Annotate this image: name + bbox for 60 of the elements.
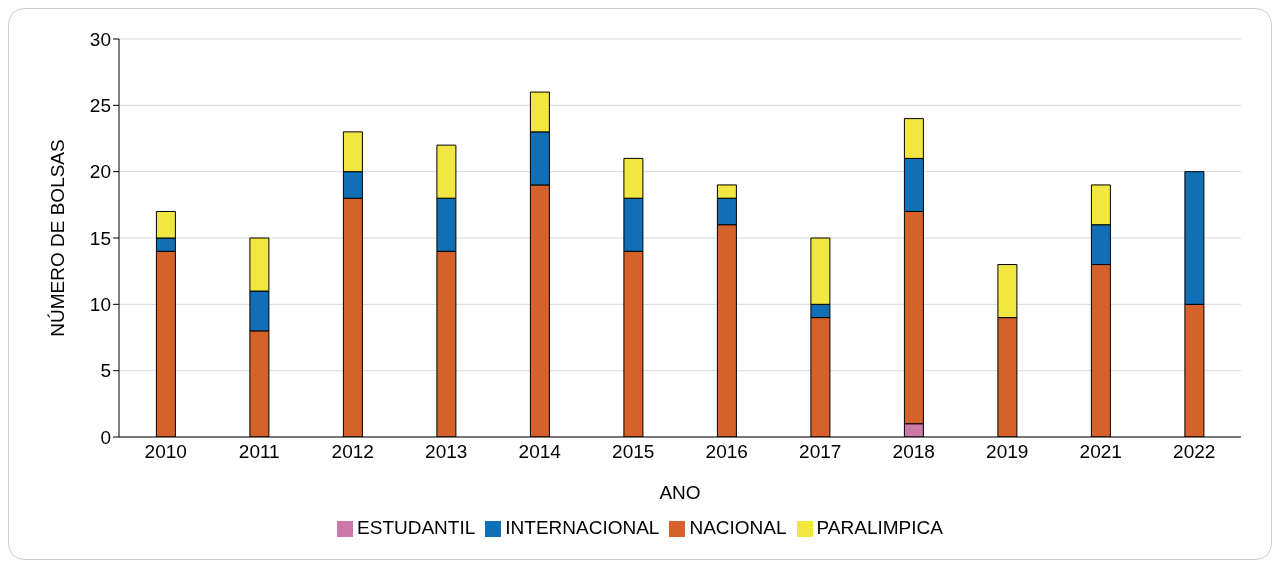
x-tick-label: 2021 <box>1079 441 1122 463</box>
bar <box>155 250 176 437</box>
bar <box>1184 171 1205 305</box>
bar <box>810 317 831 437</box>
y-tick-label: 25 <box>89 95 111 117</box>
bar <box>249 330 270 437</box>
bar <box>342 171 363 199</box>
bar <box>1090 264 1111 437</box>
x-axis-title: ANO <box>659 482 701 503</box>
x-tick-label: 2013 <box>425 441 468 463</box>
bar <box>342 197 363 437</box>
bar <box>903 210 924 425</box>
bar <box>529 131 550 186</box>
x-tick-label: 2016 <box>705 441 748 463</box>
bar <box>155 237 176 252</box>
bar <box>623 157 644 199</box>
bar <box>342 131 363 173</box>
y-tick-label: 15 <box>89 227 111 249</box>
x-tick-label: 2019 <box>986 441 1029 463</box>
bar <box>436 250 457 437</box>
bar <box>903 118 924 159</box>
bar <box>1090 184 1111 226</box>
bar <box>249 237 270 292</box>
x-tick-label: 2022 <box>1173 441 1216 463</box>
x-tick-label: 2011 <box>238 441 280 463</box>
x-tick-label: 2012 <box>331 441 374 463</box>
bar <box>997 264 1018 319</box>
y-axis-title: NÚMERO DE BOLSAS <box>46 139 68 337</box>
bar <box>810 237 831 305</box>
x-tick-label: 2017 <box>799 441 842 463</box>
legend-label: NACIONAL <box>689 517 787 538</box>
y-tick-label: 20 <box>89 161 111 183</box>
bar <box>623 197 644 252</box>
bar <box>810 303 831 319</box>
chart-frame: ESTUDANTIL INTERNACIONAL NACIONAL PARALIMPICA 2010 2011 2012 2013 2014 2015 2016 2017 2018 2019 2021 2022 ANO 0 5 10 15 20 25 30 NÚMERO DE BOLSAS <box>8 8 1272 560</box>
bar <box>436 197 457 252</box>
bar <box>249 290 270 332</box>
bar <box>716 224 737 437</box>
bar <box>716 184 737 199</box>
bar <box>1090 224 1111 266</box>
bar <box>716 197 737 226</box>
bar <box>997 317 1018 437</box>
bar <box>436 144 457 199</box>
y-tick-label: 5 <box>100 360 111 382</box>
x-tick-label: 2014 <box>518 441 562 463</box>
bar <box>903 157 924 212</box>
y-tick-label: 10 <box>89 294 111 316</box>
bar <box>529 91 550 133</box>
bar <box>1184 303 1205 437</box>
x-tick-label: 2015 <box>612 441 655 463</box>
bar <box>529 184 550 437</box>
legend-label: PARALIMPICA <box>816 517 943 538</box>
x-tick-label: 2010 <box>144 441 187 463</box>
x-tick-label: 2018 <box>892 441 935 463</box>
y-tick-label: 30 <box>89 28 111 50</box>
bar <box>155 210 176 239</box>
legend-label: ESTUDANTIL <box>357 517 476 538</box>
legend-label: INTERNACIONAL <box>505 517 660 538</box>
bar <box>623 250 644 437</box>
y-tick-label: 0 <box>100 426 111 448</box>
